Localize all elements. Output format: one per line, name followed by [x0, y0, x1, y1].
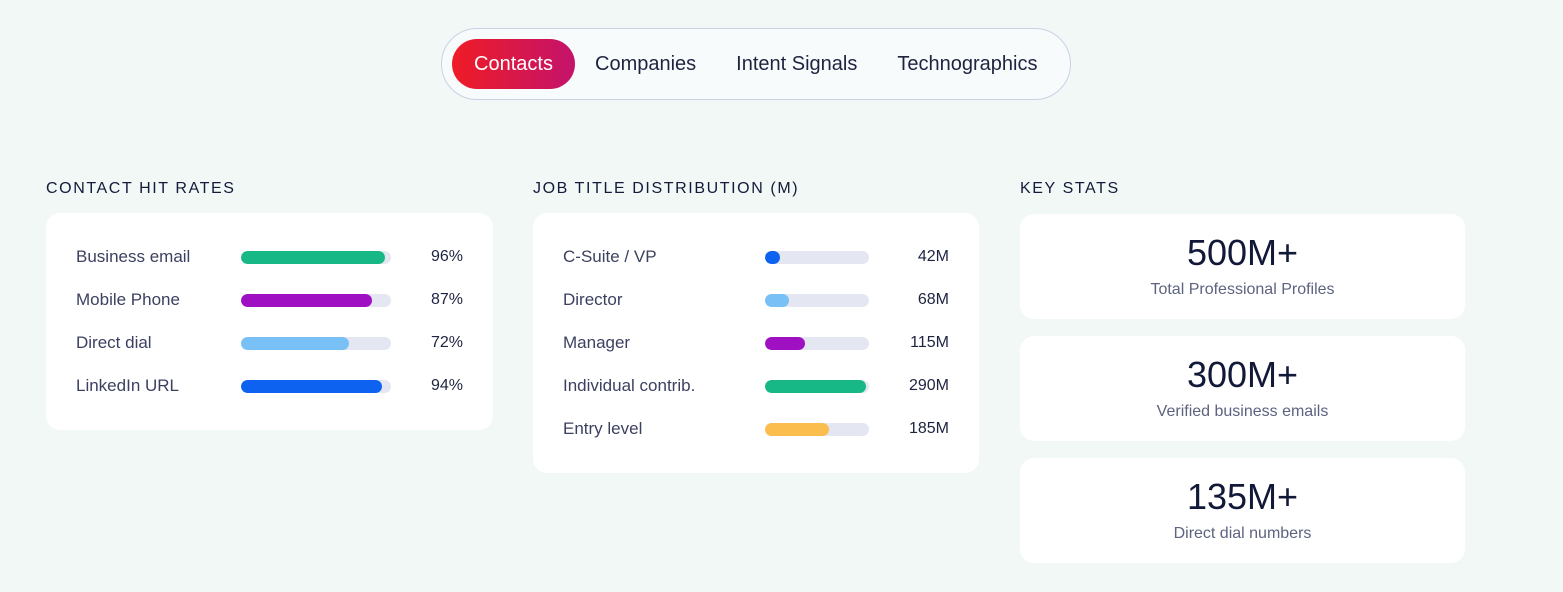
job-title-row: Manager 115M	[533, 331, 979, 355]
hit-rate-bar-fill	[241, 379, 382, 393]
job-title-row: C-Suite / VP 42M	[533, 245, 979, 269]
tab-intent-signals[interactable]: Intent Signals	[736, 52, 858, 75]
hit-rate-bar-track	[241, 336, 391, 350]
key-stat-label: Direct dial numbers	[1173, 525, 1312, 542]
key-stat-value: 135M+	[1186, 476, 1299, 517]
job-title-label: Director	[563, 290, 623, 309]
hit-rate-value: 94%	[430, 377, 463, 394]
job-title-distribution-title: JOB TITLE DISTRIBUTION (M)	[533, 180, 800, 197]
job-title-label: Manager	[563, 333, 631, 352]
job-title-bar-fill	[765, 293, 789, 307]
job-title-bar-fill	[765, 250, 780, 264]
key-stat-card: 135M+ Direct dial numbers	[1020, 458, 1465, 563]
hit-rate-bar-fill	[241, 293, 372, 307]
tab-technographics[interactable]: Technographics	[897, 52, 1038, 75]
tab-companies[interactable]: Companies	[595, 52, 697, 75]
hit-rate-label: LinkedIn URL	[76, 376, 180, 395]
job-title-value: 115M	[910, 334, 949, 351]
hit-rate-value: 96%	[430, 248, 463, 265]
hit-rate-row: Direct dial 72%	[46, 331, 493, 355]
key-stat-value: 500M+	[1186, 232, 1299, 273]
hit-rate-label: Business email	[76, 247, 191, 266]
key-stats-title: KEY STATS	[1020, 180, 1120, 197]
key-stat-card: 500M+ Total Professional Profiles	[1020, 214, 1465, 319]
job-title-value: 42M	[917, 248, 949, 265]
job-title-bar-track	[765, 250, 869, 264]
job-title-row: Entry level 185M	[533, 417, 979, 441]
hit-rates-title: CONTACT HIT RATES	[46, 180, 236, 197]
job-title-bar-track	[765, 379, 869, 393]
tab-bar: Contacts Companies Intent Signals Techno…	[441, 28, 1071, 100]
job-title-value: 185M	[908, 420, 949, 437]
hit-rate-bar-track	[241, 379, 391, 393]
job-title-row: Director 68M	[533, 288, 979, 312]
key-stat-value: 300M+	[1186, 354, 1299, 395]
job-title-value: 290M	[908, 377, 949, 394]
hit-rates-card: Business email 96% Mobile Phone 87% Direct d…	[46, 213, 493, 430]
job-title-bar-track	[765, 422, 869, 436]
hit-rate-bar-track	[241, 293, 391, 307]
job-title-label: C-Suite / VP	[563, 247, 657, 266]
job-title-bar-track	[765, 293, 869, 307]
hit-rate-row: Mobile Phone 87%	[46, 288, 493, 312]
job-title-bar-fill	[765, 379, 866, 393]
hit-rate-value: 87%	[430, 291, 463, 308]
key-stat-card: 300M+ Verified business emails	[1020, 336, 1465, 441]
hit-rate-value: 72%	[430, 334, 463, 351]
job-title-label: Individual contrib.	[563, 376, 696, 395]
hit-rate-row: LinkedIn URL 94%	[46, 374, 493, 398]
job-title-bar-fill	[765, 336, 805, 350]
key-stat-label: Verified business emails	[1156, 403, 1329, 420]
hit-rate-bar-fill	[241, 250, 385, 264]
hit-rate-bar-track	[241, 250, 391, 264]
hit-rate-label: Mobile Phone	[76, 290, 180, 309]
job-title-value: 68M	[917, 291, 949, 308]
tab-contacts[interactable]: Contacts	[452, 39, 575, 89]
job-title-distribution-card: C-Suite / VP 42M Director 68M Manager 115M Ind…	[533, 213, 979, 473]
job-title-bar-track	[765, 336, 869, 350]
job-title-label: Entry level	[563, 419, 643, 438]
job-title-row: Individual contrib. 290M	[533, 374, 979, 398]
hit-rate-label: Direct dial	[76, 333, 152, 352]
key-stat-label: Total Professional Profiles	[1150, 281, 1335, 298]
job-title-bar-fill	[765, 422, 830, 436]
hit-rate-row: Business email 96%	[46, 245, 493, 269]
hit-rate-bar-fill	[241, 336, 349, 350]
